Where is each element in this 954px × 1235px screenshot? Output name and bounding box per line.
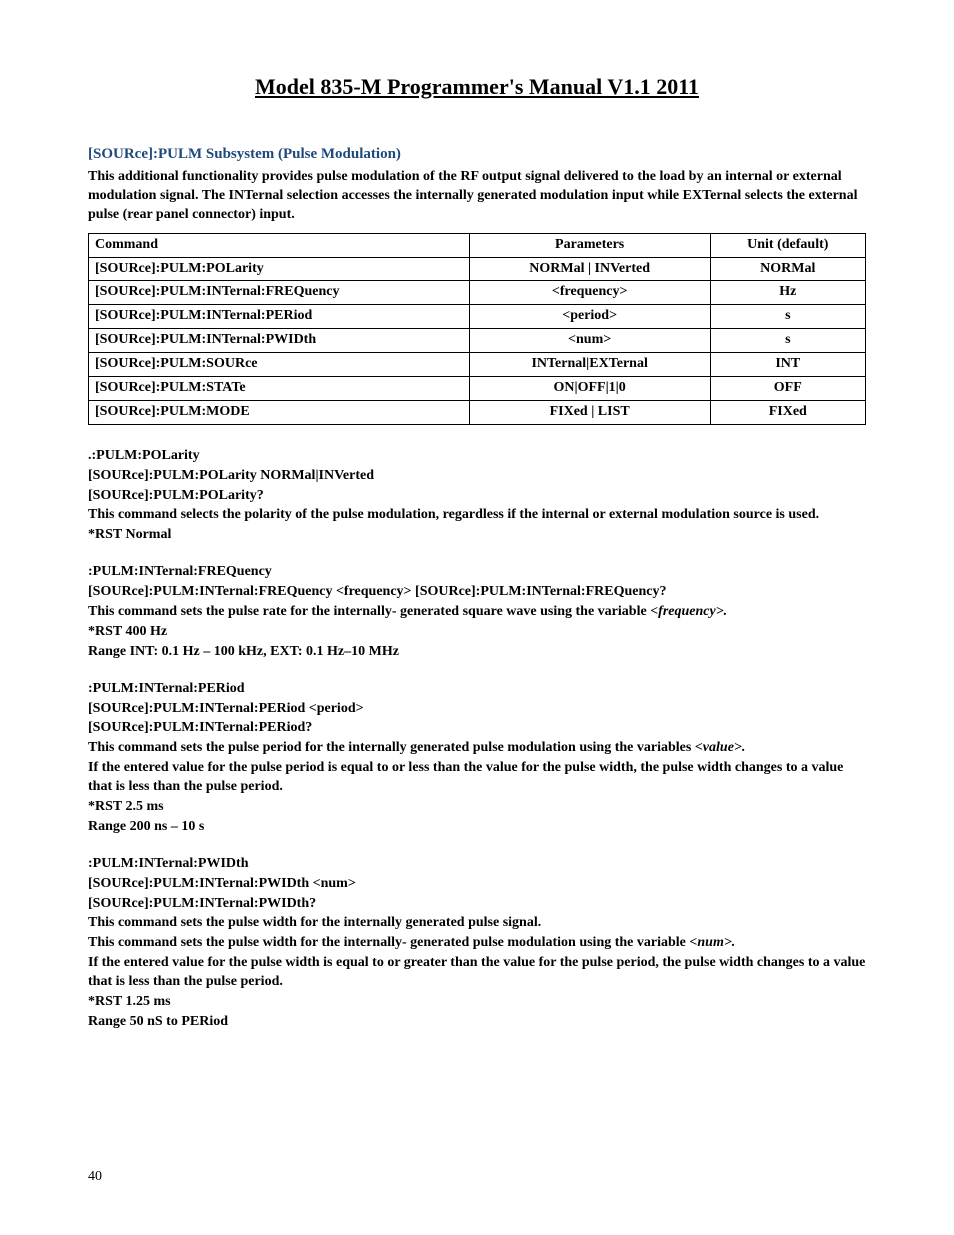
text-line: *RST 400 Hz — [88, 623, 866, 642]
cell-unit: FIXed — [710, 400, 865, 424]
text-line: This command sets the pulse width for th… — [88, 934, 866, 953]
text-line: :PULM:INTernal:PERiod — [88, 680, 866, 699]
text-line: If the entered value for the pulse perio… — [88, 759, 866, 797]
text-line: *RST Normal — [88, 526, 866, 545]
cell-cmd: [SOURce]:PULM:STATe — [89, 376, 470, 400]
page-title: Model 835-M Programmer's Manual V1.1 201… — [88, 72, 866, 102]
cell-cmd: [SOURce]:PULM:INTernal:PWIDth — [89, 329, 470, 353]
table-row: [SOURce]:PULM:MODE FIXed | LIST FIXed — [89, 400, 866, 424]
table-row: [SOURce]:PULM:POLarity NORMal | INVerted… — [89, 257, 866, 281]
cell-cmd: [SOURce]:PULM:SOURce — [89, 353, 470, 377]
text-line: :PULM:INTernal:FREQuency — [88, 563, 866, 582]
th-command: Command — [89, 233, 470, 257]
frequency-block: :PULM:INTernal:FREQuency [SOURce]:PULM:I… — [88, 563, 866, 661]
text-line: *RST 2.5 ms — [88, 798, 866, 817]
text-line: Range 200 ns – 10 s — [88, 818, 866, 837]
text-line: :PULM:INTernal:PWIDth — [88, 855, 866, 874]
cell-param: ON|OFF|1|0 — [469, 376, 710, 400]
table-row: [SOURce]:PULM:INTernal:PWIDth <num> s — [89, 329, 866, 353]
command-table: Command Parameters Unit (default) [SOURc… — [88, 233, 866, 425]
cell-cmd: [SOURce]:PULM:POLarity — [89, 257, 470, 281]
text-line: This command sets the pulse period for t… — [88, 739, 866, 758]
cell-param: <frequency> — [469, 281, 710, 305]
period-block: :PULM:INTernal:PERiod [SOURce]:PULM:INTe… — [88, 680, 866, 837]
cell-unit: NORMal — [710, 257, 865, 281]
text-line: [SOURce]:PULM:INTernal:PWIDth? — [88, 895, 866, 914]
text-line: Range INT: 0.1 Hz – 100 kHz, EXT: 0.1 Hz… — [88, 643, 866, 662]
cell-param: INTernal|EXTernal — [469, 353, 710, 377]
table-row: [SOURce]:PULM:INTernal:PERiod <period> s — [89, 305, 866, 329]
cell-cmd: [SOURce]:PULM:INTernal:PERiod — [89, 305, 470, 329]
text-line: [SOURce]:PULM:POLarity NORMal|INVerted — [88, 467, 866, 486]
table-row: [SOURce]:PULM:STATe ON|OFF|1|0 OFF — [89, 376, 866, 400]
cell-param: NORMal | INVerted — [469, 257, 710, 281]
table-header-row: Command Parameters Unit (default) — [89, 233, 866, 257]
text-line: [SOURce]:PULM:INTernal:PWIDth <num> — [88, 875, 866, 894]
text-line: *RST 1.25 ms — [88, 993, 866, 1012]
text-line: Range 50 nS to PERiod — [88, 1013, 866, 1032]
text-line: [SOURce]:PULM:INTernal:FREQuency <freque… — [88, 583, 866, 602]
cell-param: <period> — [469, 305, 710, 329]
text-line: This command sets the pulse rate for the… — [88, 603, 866, 622]
cell-cmd: [SOURce]:PULM:INTernal:FREQuency — [89, 281, 470, 305]
text-line: If the entered value for the pulse width… — [88, 954, 866, 992]
section-heading: [SOURce]:PULM Subsystem (Pulse Modulatio… — [88, 144, 866, 164]
th-unit: Unit (default) — [710, 233, 865, 257]
text-line: [SOURce]:PULM:INTernal:PERiod <period> — [88, 700, 866, 719]
text-line: [SOURce]:PULM:POLarity? — [88, 487, 866, 506]
text-line: This command selects the polarity of the… — [88, 506, 866, 525]
cell-param: FIXed | LIST — [469, 400, 710, 424]
cell-unit: OFF — [710, 376, 865, 400]
polarity-block: .:PULM:POLarity [SOURce]:PULM:POLarity N… — [88, 447, 866, 545]
pwidth-block: :PULM:INTernal:PWIDth [SOURce]:PULM:INTe… — [88, 855, 866, 1032]
cell-unit: s — [710, 305, 865, 329]
text-line: [SOURce]:PULM:INTernal:PERiod? — [88, 719, 866, 738]
table-row: [SOURce]:PULM:INTernal:FREQuency <freque… — [89, 281, 866, 305]
cell-param: <num> — [469, 329, 710, 353]
cell-unit: Hz — [710, 281, 865, 305]
th-parameters: Parameters — [469, 233, 710, 257]
cell-unit: INT — [710, 353, 865, 377]
intro-paragraph: This additional functionality provides p… — [88, 168, 866, 225]
cell-cmd: [SOURce]:PULM:MODE — [89, 400, 470, 424]
text-line: .:PULM:POLarity — [88, 447, 866, 466]
cell-unit: s — [710, 329, 865, 353]
page-number: 40 — [88, 1168, 102, 1187]
table-row: [SOURce]:PULM:SOURce INTernal|EXTernal I… — [89, 353, 866, 377]
text-line: This command sets the pulse width for th… — [88, 914, 866, 933]
